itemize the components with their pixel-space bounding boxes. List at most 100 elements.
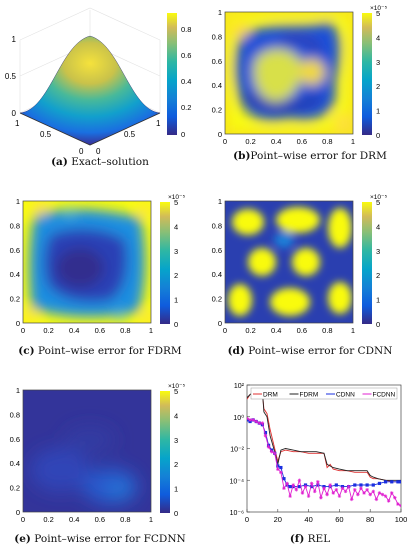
point-fcdnn xyxy=(288,494,292,498)
y-tick-label: 0.6 xyxy=(212,57,222,66)
heatmap-e xyxy=(23,390,151,512)
heatmap-axes: 000.20.20.40.40.60.60.80.811012345×10⁻⁵0… xyxy=(10,5,388,524)
point-fcdnn xyxy=(377,491,382,495)
point-fcdnn xyxy=(306,494,311,498)
caption-b: (b)Point–wise error for DRM xyxy=(205,150,415,162)
point-fcdnn xyxy=(362,491,366,495)
colorbar-a-tick: 0 xyxy=(181,130,185,139)
x-tick-label: 0 xyxy=(245,515,249,524)
x-tick-0: 0 xyxy=(96,147,101,156)
colorbar-tick: 5 xyxy=(376,9,380,18)
point-cdnn xyxy=(384,480,388,484)
surface-shape xyxy=(19,35,161,146)
x-tick-05: 0.5 xyxy=(124,130,136,139)
point-fcdnn xyxy=(343,489,348,494)
point-cdnn xyxy=(276,464,280,468)
y-tick-label: 10⁻⁶ xyxy=(230,510,244,517)
x-tick-label: 1 xyxy=(149,515,153,524)
panel-e xyxy=(22,389,152,513)
y-tick-label: 0.2 xyxy=(10,484,20,493)
x-tick-label: 0.4 xyxy=(69,515,79,524)
caption-a-tag: (a) xyxy=(51,156,68,168)
point-fcdnn xyxy=(328,483,332,487)
colorbar-tick: 3 xyxy=(376,247,380,256)
colorbar-exponent: ×10⁻⁵ xyxy=(370,194,387,201)
heatmap-c xyxy=(23,201,151,323)
caption-b-text: Point–wise error for DRM xyxy=(250,150,387,162)
point-cdnn xyxy=(316,483,320,487)
x-tick-label: 0.6 xyxy=(297,137,307,146)
panel-c xyxy=(22,200,152,324)
colorbar-tick: 2 xyxy=(376,271,380,280)
caption-e-tag: (e) xyxy=(14,533,31,545)
colorbar-tick: 1 xyxy=(174,485,178,494)
point-cdnn xyxy=(371,483,375,487)
panel-b xyxy=(224,11,354,135)
caption-e-text: Point–wise error for FCDNN xyxy=(34,533,186,545)
colorbar-tick: 4 xyxy=(376,222,380,231)
point-fcdnn xyxy=(279,470,283,475)
colorbar-exponent: ×10⁻⁵ xyxy=(370,5,387,12)
colorbar-tick: 0 xyxy=(174,509,178,518)
y-tick-label: 1 xyxy=(16,386,20,395)
colorbar-exponent: ×10⁻⁵ xyxy=(168,383,185,390)
point-fcdnn xyxy=(266,445,271,449)
y-tick-label: 0.8 xyxy=(10,221,20,230)
point-fcdnn xyxy=(353,487,357,492)
y-tick-label: 0 xyxy=(218,319,222,328)
point-fcdnn xyxy=(365,487,369,492)
point-fcdnn xyxy=(393,495,397,500)
point-cdnn xyxy=(390,480,394,484)
point-cdnn xyxy=(334,483,338,487)
y-tick-label: 0.2 xyxy=(212,106,222,115)
y-tick-05: 0.5 xyxy=(40,130,52,139)
caption-c: (c) Point–wise error for FDRM xyxy=(0,345,200,357)
point-fcdnn xyxy=(325,492,329,497)
y-tick-label: 0.8 xyxy=(212,32,222,41)
colorbar-tick: 2 xyxy=(174,271,178,280)
colorbar-tick: 0 xyxy=(376,320,380,329)
legend-box xyxy=(250,387,398,400)
x-tick-label: 0 xyxy=(223,326,227,335)
z-tick-05: 0.5 xyxy=(5,72,17,81)
z-tick-0: 0 xyxy=(12,109,17,118)
caption-f-tag: (f) xyxy=(289,533,305,545)
x-tick-label: 0 xyxy=(21,326,25,335)
point-fcdnn xyxy=(263,434,268,438)
series-line-fdrm xyxy=(247,389,401,481)
x-tick-1: 1 xyxy=(156,119,161,128)
colorbar-tick: 0 xyxy=(376,131,380,140)
x-tick-label: 20 xyxy=(274,515,282,524)
point-fcdnn xyxy=(322,486,326,490)
point-cdnn xyxy=(365,483,369,487)
legend-label: FCDNN xyxy=(373,392,396,399)
y-tick-label: 1 xyxy=(218,197,222,206)
point-fcdnn xyxy=(272,451,277,456)
caption-d-tag: (d) xyxy=(227,345,245,357)
y-tick-label: 0.2 xyxy=(10,295,20,304)
point-fcdnn xyxy=(383,494,388,498)
x-tick-label: 0.6 xyxy=(95,515,105,524)
point-fcdnn xyxy=(337,494,342,498)
point-fcdnn xyxy=(276,467,280,471)
y-tick-1: 1 xyxy=(15,119,20,128)
panel-a: 1 0.5 0 1 0.5 0 0 0.5 1 0.8 0.6 0.4 0.2 … xyxy=(5,7,191,156)
point-fcdnn xyxy=(303,484,308,489)
colorbar xyxy=(362,13,372,135)
colorbar-exponent: ×10⁻⁵ xyxy=(168,194,185,201)
caption-d-text: Point–wise error for CDNN xyxy=(248,345,393,357)
colorbar-tick: 0 xyxy=(174,320,178,329)
legend-label: DRM xyxy=(263,392,278,399)
point-fcdnn xyxy=(297,478,302,483)
caption-a-text: Exact–solution xyxy=(71,156,149,168)
x-tick-label: 0.2 xyxy=(43,326,53,335)
x-tick-label: 1 xyxy=(351,137,355,146)
point-fcdnn xyxy=(399,503,401,508)
colorbar-tick: 1 xyxy=(376,107,380,116)
surface-base-axes xyxy=(19,112,161,146)
point-cdnn xyxy=(263,431,268,435)
point-cdnn xyxy=(310,485,314,489)
panel-d xyxy=(224,200,354,324)
caption-b-tag: (b) xyxy=(233,150,251,162)
point-cdnn xyxy=(359,483,363,487)
